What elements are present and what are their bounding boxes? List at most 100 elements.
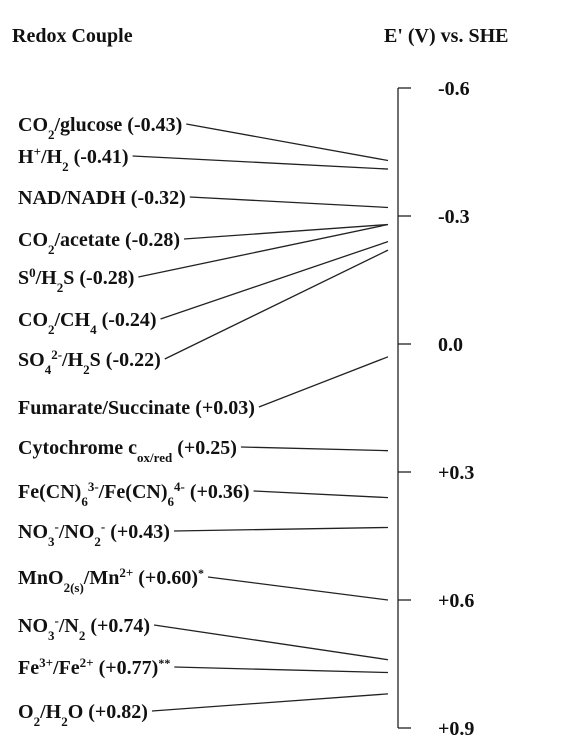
connector: [174, 666, 389, 674]
formula-part: 0: [29, 265, 36, 280]
connector: [258, 356, 389, 408]
formula-part: /glucose: [54, 114, 128, 136]
formula-part: 4: [90, 322, 97, 337]
connector: [173, 526, 389, 532]
formula-part: 2: [83, 362, 90, 377]
potential-label: (+0.36): [190, 481, 250, 503]
potential-label: (+0.03): [195, 397, 255, 419]
formula-part: S: [90, 349, 106, 371]
connector: [151, 693, 389, 712]
connector: [183, 223, 389, 240]
formula-part: 2: [61, 714, 68, 729]
potential-label: (+0.43): [110, 521, 170, 543]
couple-label: NAD/NADH (-0.32): [18, 187, 186, 209]
formula-part: O: [68, 701, 89, 723]
formula-part: /Fe: [52, 657, 80, 679]
formula-part: CO: [18, 229, 48, 251]
potential-label: (-0.24): [102, 309, 157, 331]
formula-part: H: [18, 146, 34, 168]
potential-label: (-0.28): [125, 229, 180, 251]
formula-part: Cytochrome c: [18, 437, 137, 459]
potential-label: (+0.74): [90, 615, 150, 637]
formula-part: NO: [18, 521, 48, 543]
formula-part: 2: [57, 280, 64, 295]
formula-part: 3: [48, 628, 55, 643]
formula-part: -: [55, 613, 59, 628]
formula-part: 2: [34, 714, 41, 729]
couple-label: Fe(CN)63-/Fe(CN)64- (+0.36): [18, 479, 250, 509]
couple-label: Fe3+/Fe2+ (+0.77)**: [18, 655, 170, 680]
couple-label: O2/H2O (+0.82): [18, 701, 148, 729]
formula-part: ox/red: [137, 450, 173, 465]
couple-label: SO42-/H2S (-0.22): [18, 347, 161, 377]
couple-label: MnO2(s)/Mn2+ (+0.60)*: [18, 565, 204, 595]
couple-label: Cytochrome cox/red (+0.25): [18, 437, 237, 465]
couple-label: Fumarate/Succinate (+0.03): [18, 397, 255, 419]
formula-part: 2+: [119, 565, 133, 580]
formula-part: 2: [48, 127, 55, 142]
formula-part: -: [101, 519, 105, 534]
couple-label: CO2/acetate (-0.28): [18, 229, 180, 257]
formula-part: 2: [48, 322, 55, 337]
formula-part: SO: [18, 349, 45, 371]
header-left: Redox Couple: [12, 25, 133, 47]
tick-label: +0.3: [438, 462, 474, 484]
formula-part: 3-: [88, 479, 99, 494]
potential-label: (-0.41): [74, 146, 129, 168]
tick-label: +0.6: [438, 590, 474, 612]
couple-label: H+/H2 (-0.41): [18, 144, 129, 174]
formula-part: Fe: [18, 657, 39, 679]
formula-part: 4-: [174, 479, 185, 494]
formula-part: /acetate: [54, 229, 126, 251]
header-right: E' (V) vs. SHE: [384, 25, 508, 47]
formula-part: 2: [48, 242, 55, 257]
formula-part: CO: [18, 309, 48, 331]
formula-part: 3: [48, 534, 55, 549]
tick-label: 0.0: [438, 334, 463, 356]
couple-label: CO2/CH4 (-0.24): [18, 309, 157, 337]
formula-part: /H: [39, 701, 62, 723]
formula-part: 2(s): [64, 580, 84, 595]
footnote-mark: **: [158, 656, 170, 670]
connector: [153, 624, 389, 661]
connector: [132, 155, 389, 170]
formula-part: /CH: [54, 309, 91, 331]
potential-label: (-0.32): [131, 187, 186, 209]
formula-part: NO: [18, 615, 48, 637]
formula-part: 2: [94, 534, 101, 549]
couple-label: S0/H2S (-0.28): [18, 265, 134, 295]
potential-label: (-0.28): [79, 267, 134, 289]
formula-part: /H: [40, 146, 63, 168]
potential-label: (+0.77): [99, 657, 159, 679]
potential-label: (-0.22): [106, 349, 161, 371]
formula-part: /Mn: [83, 567, 120, 589]
formula-part: S: [18, 267, 29, 289]
formula-part: 3+: [39, 655, 53, 670]
formula-part: +: [34, 144, 41, 159]
tick-label: -0.6: [438, 78, 470, 100]
formula-part: 2+: [80, 655, 94, 670]
formula-part: Fumarate/Succinate: [18, 397, 195, 419]
connector: [160, 240, 389, 320]
formula-part: /NO: [58, 521, 95, 543]
formula-part: NAD/NADH: [18, 187, 131, 209]
formula-part: S: [63, 267, 79, 289]
formula-part: 6: [168, 494, 175, 509]
formula-part: O: [18, 701, 34, 723]
connector: [189, 196, 389, 209]
connector: [186, 123, 389, 162]
formula-part: Fe(CN): [18, 481, 81, 503]
potential-label: (+0.25): [177, 437, 237, 459]
formula-part: MnO: [18, 567, 64, 589]
footnote-mark: *: [198, 566, 204, 580]
connector: [138, 223, 389, 278]
formula-part: /H: [61, 349, 84, 371]
formula-part: /Fe(CN): [98, 481, 168, 503]
connector: [164, 249, 389, 360]
formula-part: 6: [81, 494, 88, 509]
tick-label: +0.9: [438, 718, 474, 740]
couple-label: NO3-/N2 (+0.74): [18, 613, 150, 643]
couple-label: NO3-/NO2- (+0.43): [18, 519, 170, 549]
potential-label: (+0.60): [138, 567, 198, 589]
